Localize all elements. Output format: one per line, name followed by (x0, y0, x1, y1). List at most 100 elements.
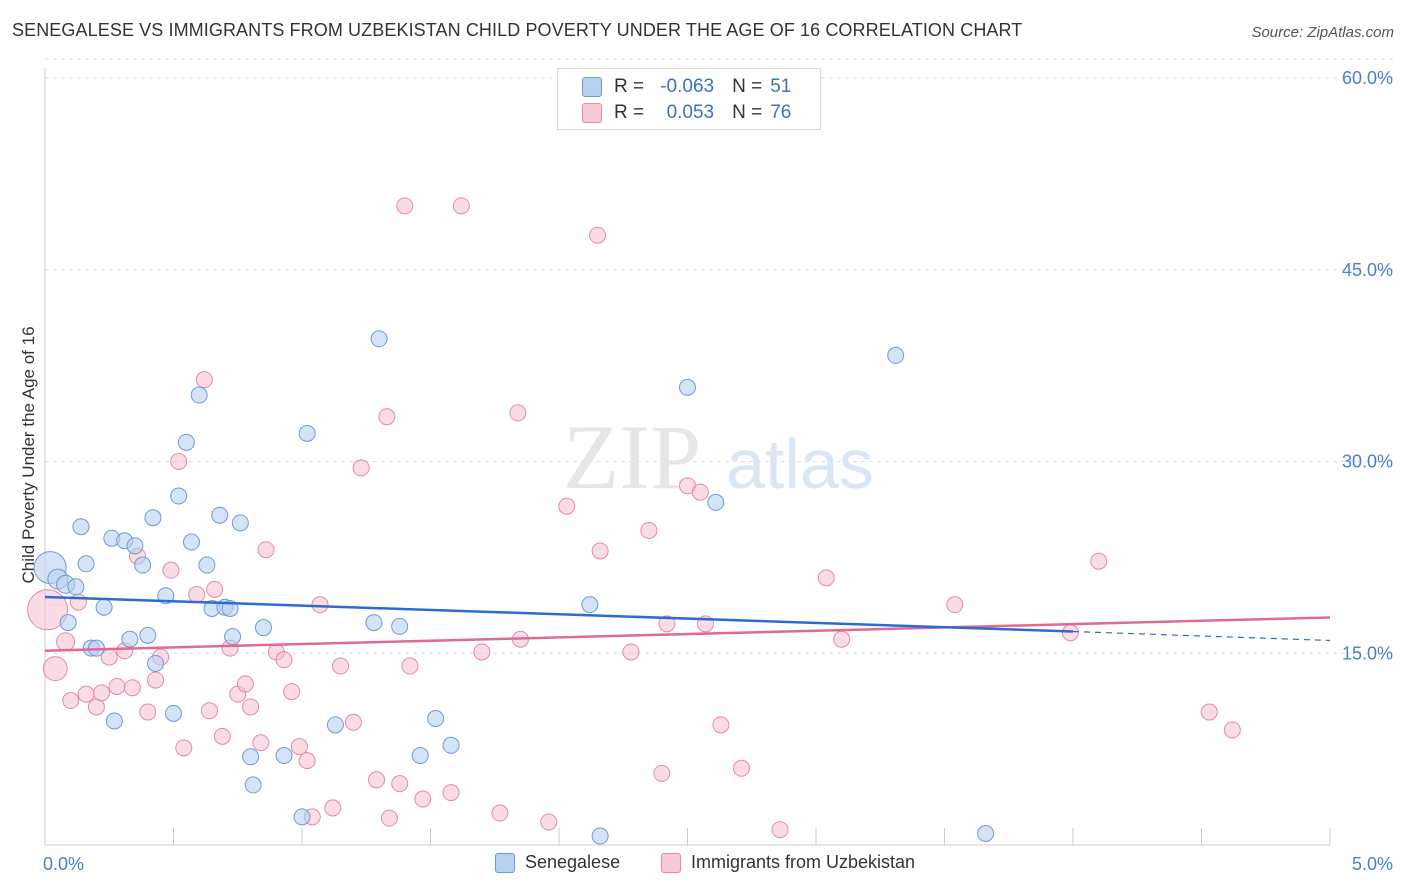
grid-lines (45, 58, 1393, 654)
stats-row-senegalese: R = -0.063 N = 51 (582, 74, 791, 100)
data-point-senegalese (77, 555, 95, 573)
senegalese-swatch (495, 852, 515, 873)
data-point-uzbekistan (206, 580, 224, 598)
data-point-uzbekistan (396, 197, 414, 215)
y-tick-label: 15.0% (1342, 643, 1393, 663)
data-point-senegalese (887, 346, 905, 364)
data-point-senegalese (198, 556, 216, 574)
axes (44, 68, 1331, 846)
data-point-uzbekistan (252, 734, 270, 752)
data-point-uzbekistan (414, 790, 432, 808)
y-tick-label: 60.0% (1342, 68, 1393, 88)
data-point-uzbekistan (56, 632, 76, 652)
data-point-uzbekistan (290, 738, 308, 756)
data-point-senegalese (231, 514, 249, 532)
data-point-uzbekistan (833, 630, 851, 648)
data-point-senegalese (134, 556, 152, 574)
data-point-uzbekistan (378, 408, 396, 426)
data-point-senegalese (105, 712, 123, 730)
tick-labels: 15.0% 30.0% 45.0% 60.0% 0.0% 5.0% (43, 68, 1393, 874)
data-point-uzbekistan (658, 615, 676, 633)
data-point-senegalese (211, 506, 229, 524)
legend-item-senegalese[interactable]: Senegalese (495, 852, 620, 873)
n-value: 76 (770, 102, 792, 123)
x-tick-label: 0.0% (43, 854, 84, 874)
data-point-uzbekistan (175, 739, 193, 757)
data-point-uzbekistan (108, 677, 126, 695)
data-point-uzbekistan (442, 784, 460, 802)
data-point-uzbekistan (1061, 624, 1079, 642)
data-point-uzbekistan (324, 799, 342, 817)
data-point-senegalese (72, 518, 90, 536)
data-point-uzbekistan (491, 804, 509, 822)
data-point-senegalese (165, 704, 182, 722)
data-point-uzbekistan (275, 651, 293, 669)
data-point-senegalese (144, 509, 162, 527)
data-point-uzbekistan (817, 569, 835, 587)
data-point-uzbekistan (352, 459, 370, 477)
data-point-uzbekistan (732, 759, 750, 777)
data-point-uzbekistan (77, 685, 95, 703)
bottom-legend: Senegalese Immigrants from Uzbekistan (0, 852, 1406, 878)
r-value: 0.053 (666, 102, 715, 123)
data-point-uzbekistan (691, 483, 709, 501)
data-point-uzbekistan (311, 596, 329, 614)
data-point-senegalese (95, 598, 113, 616)
data-point-senegalese (411, 747, 429, 765)
uzbekistan-swatch (582, 103, 602, 123)
data-point-uzbekistan (771, 821, 789, 839)
legend-item-uzbekistan[interactable]: Immigrants from Uzbekistan (661, 852, 915, 873)
data-point-uzbekistan (242, 698, 260, 716)
data-point-uzbekistan (540, 813, 558, 831)
data-point-senegalese (67, 578, 85, 596)
series-senegalese-points (33, 330, 995, 845)
trend-lines (44, 595, 1331, 652)
series-uzbekistan-points (27, 197, 1241, 839)
data-point-uzbekistan (380, 809, 398, 827)
legend-label-senegalese: Senegalese (525, 852, 621, 872)
data-point-uzbekistan (62, 692, 80, 710)
data-point-senegalese (298, 424, 316, 442)
data-point-uzbekistan (188, 585, 206, 603)
data-point-uzbekistan (27, 589, 69, 631)
data-point-senegalese (59, 614, 77, 632)
data-point-uzbekistan (200, 702, 218, 720)
data-point-uzbekistan (139, 703, 157, 721)
data-point-senegalese (121, 630, 139, 648)
data-point-senegalese (581, 596, 599, 614)
data-point-uzbekistan (591, 542, 609, 560)
data-point-uzbekistan (69, 593, 87, 611)
source-credit: Source: ZipAtlas.com (1251, 24, 1394, 41)
data-point-uzbekistan (558, 497, 576, 515)
data-point-senegalese (370, 330, 388, 348)
stats-legend: R = -0.063 N = 51 R = 0.053 N = 76 (557, 68, 821, 130)
data-point-uzbekistan (653, 764, 671, 782)
watermark-zip: ZIP (563, 406, 701, 508)
data-point-senegalese (275, 747, 293, 765)
y-tick-label: 45.0% (1342, 260, 1393, 280)
data-point-senegalese (977, 824, 995, 842)
data-point-uzbekistan (368, 771, 386, 789)
data-point-senegalese (427, 709, 445, 727)
data-point-uzbekistan (946, 596, 964, 614)
data-point-senegalese (326, 716, 344, 734)
legend-label-uzbekistan: Immigrants from Uzbekistan (691, 852, 916, 872)
r-value: -0.063 (660, 76, 715, 97)
data-point-senegalese (242, 748, 260, 766)
data-point-senegalese (591, 827, 609, 845)
data-point-uzbekistan (1223, 721, 1241, 739)
data-point-uzbekistan (283, 683, 301, 701)
data-point-uzbekistan (93, 684, 111, 702)
y-tick-label: 30.0% (1342, 452, 1393, 472)
trend-line-senegalese-extension (1072, 630, 1331, 642)
data-point-senegalese (170, 487, 188, 505)
data-point-senegalese (442, 736, 460, 754)
data-point-uzbekistan (391, 775, 409, 793)
data-point-uzbekistan (42, 656, 68, 682)
data-point-senegalese (126, 537, 144, 555)
data-point-senegalese (190, 386, 208, 404)
data-point-uzbekistan (401, 657, 419, 675)
data-point-uzbekistan (1090, 552, 1108, 570)
data-point-uzbekistan (147, 671, 165, 689)
x-tick-label: 5.0% (1352, 854, 1393, 874)
